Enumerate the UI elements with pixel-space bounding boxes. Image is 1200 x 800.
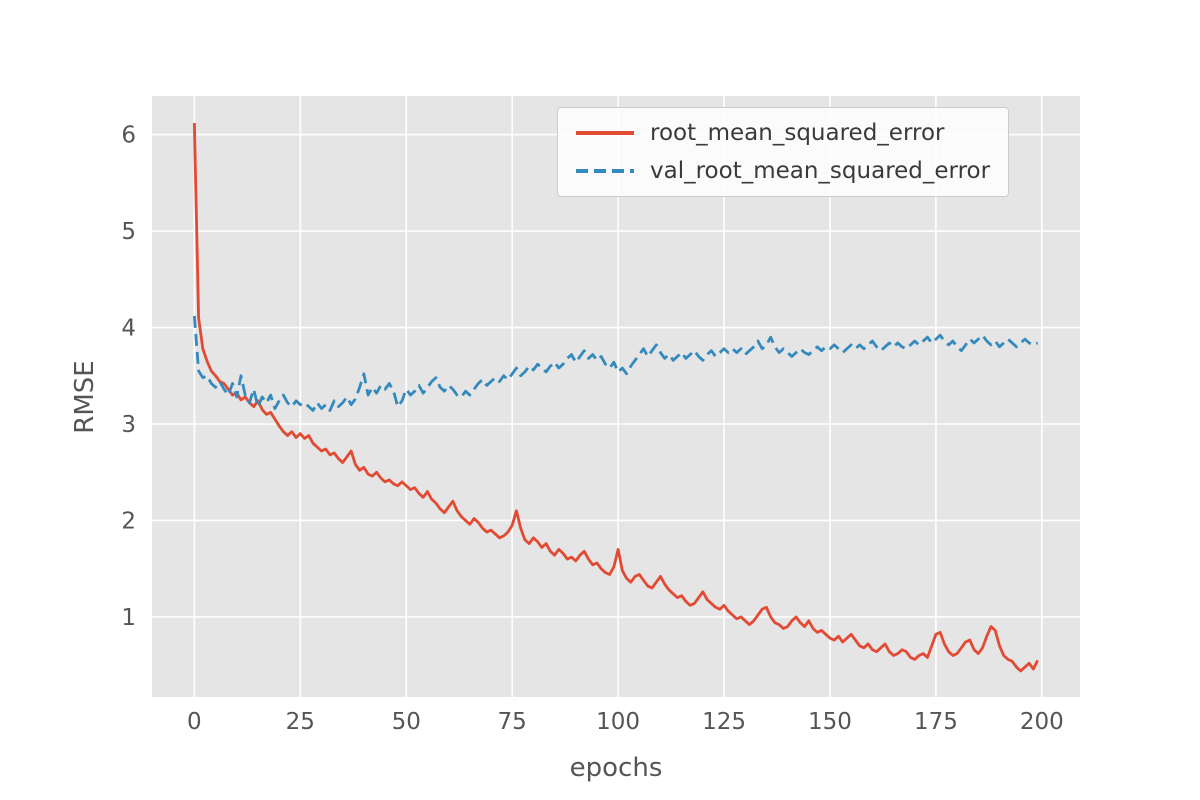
y-axis-label: RMSE (70, 360, 100, 434)
x-tick-label: 25 (286, 709, 315, 735)
legend-label-train: root_mean_squared_error (650, 120, 945, 146)
x-tick-label: 175 (914, 709, 958, 735)
legend: root_mean_squared_error val_root_mean_sq… (557, 107, 1010, 197)
legend-line-sample-train (576, 131, 634, 135)
x-tick-label: 0 (187, 709, 202, 735)
legend-item-train: root_mean_squared_error (576, 120, 990, 146)
x-axis-label: epochs (569, 753, 663, 783)
x-tick-label: 200 (1020, 709, 1064, 735)
x-tick-label: 75 (498, 709, 527, 735)
y-tick-label: 3 (121, 412, 136, 438)
series-line-1 (192, 315, 1039, 412)
x-tick-label: 150 (808, 709, 852, 735)
legend-label-val: val_root_mean_squared_error (650, 158, 991, 184)
x-tick-label: 125 (702, 709, 746, 735)
x-tick-label: 50 (392, 709, 421, 735)
y-tick-label: 5 (121, 219, 136, 245)
y-tick-label: 2 (121, 508, 136, 534)
legend-line-sample-val (576, 169, 634, 173)
legend-item-val: val_root_mean_squared_error (576, 158, 990, 184)
x-tick-label: 100 (596, 709, 640, 735)
y-tick-label: 4 (121, 316, 136, 342)
series-line-0 (192, 122, 1039, 673)
y-tick-label: 1 (121, 605, 136, 631)
y-tick-label: 6 (121, 123, 136, 149)
